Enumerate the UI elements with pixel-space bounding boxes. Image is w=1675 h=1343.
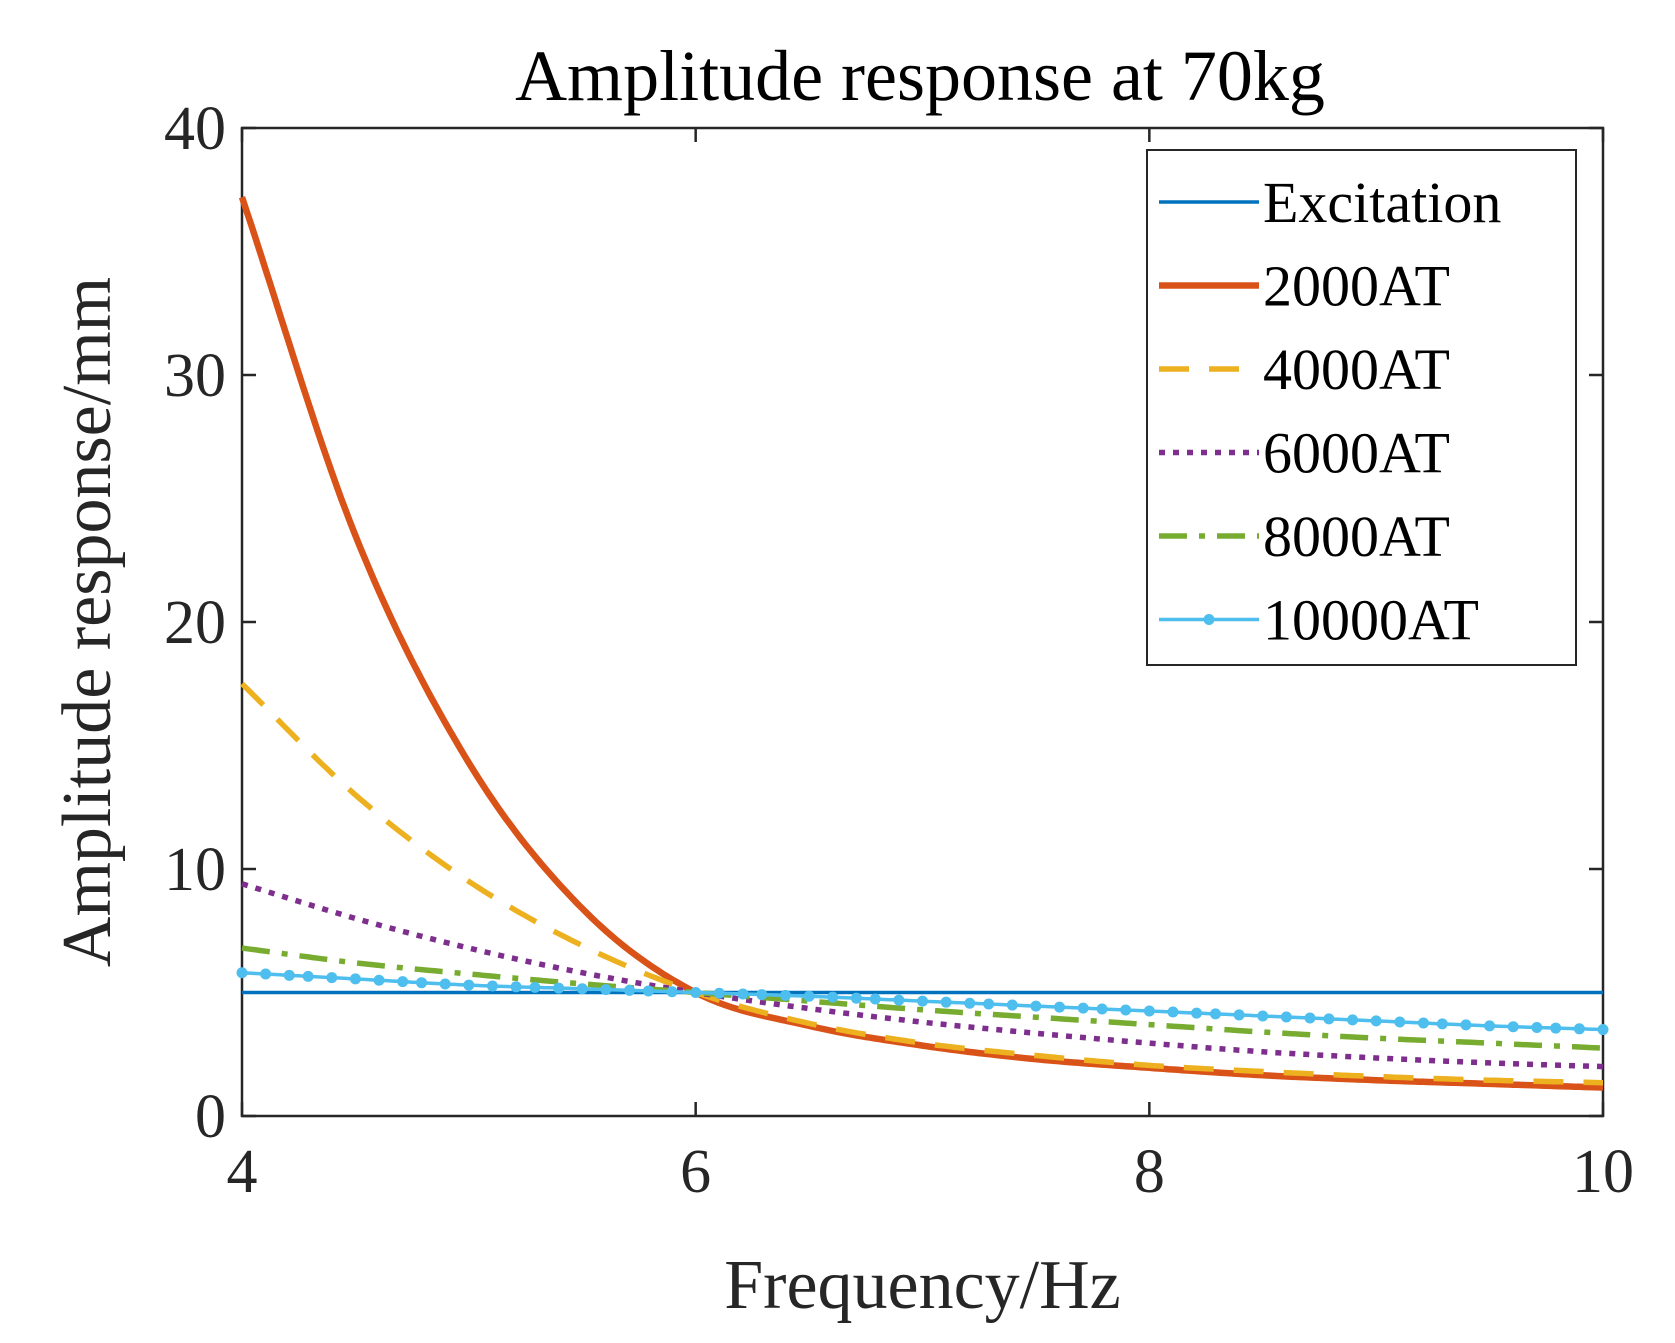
series-marker (737, 988, 749, 1000)
series-marker (964, 997, 976, 1009)
series-marker (1191, 1007, 1203, 1019)
legend-box (1146, 149, 1577, 666)
series-marker (1394, 1016, 1406, 1028)
series-marker (827, 991, 839, 1003)
x-tick-label: 4 (227, 1138, 258, 1206)
series-marker (1507, 1021, 1519, 1033)
series-marker (917, 995, 928, 1007)
series-marker (463, 979, 475, 991)
legend-label: 8000AT (1263, 504, 1450, 569)
x-axis: 4 6 8 10 (227, 128, 1634, 1206)
series-marker (1417, 1017, 1429, 1029)
series-marker (529, 981, 541, 993)
series-line-8000at (241, 945, 1604, 1051)
series-marker (576, 983, 588, 995)
series-marker (869, 993, 881, 1005)
legend-label: 10000AT (1263, 588, 1479, 653)
series-marker (690, 987, 702, 998)
series-marker (1347, 1014, 1359, 1026)
series-marker (1120, 1004, 1132, 1016)
legend-item: 6000AT (1159, 421, 1450, 486)
series-marker (397, 976, 409, 988)
series-marker (1573, 1023, 1585, 1035)
series-line-4000at (240, 681, 1604, 1086)
series-marker (1597, 1024, 1609, 1036)
series-marker (624, 984, 636, 996)
series-marker (1531, 1021, 1543, 1033)
legend: Excitation 2000AT 4000AT 6000AT 8000AT 10000A… (1146, 149, 1577, 666)
legend-label: 4000AT (1263, 337, 1450, 402)
series-marker (779, 989, 791, 1001)
series-marker (1030, 1000, 1042, 1012)
series-marker (1280, 1011, 1292, 1023)
series-marker (940, 996, 952, 1008)
series-marker (260, 968, 272, 980)
series-marker (1167, 1006, 1179, 1018)
series-marker (1304, 1012, 1316, 1024)
series-marker (553, 982, 565, 994)
series-marker (850, 992, 862, 1004)
y-axis-title: Amplitude response/mm (49, 277, 126, 967)
series-marker (439, 978, 451, 990)
series-marker (416, 977, 428, 989)
y-tick-label: 10 (164, 836, 226, 904)
series-marker (600, 984, 612, 996)
series-marker (373, 974, 385, 986)
series-marker (1323, 1013, 1335, 1025)
x-tick-label: 6 (680, 1138, 711, 1206)
legend-item: 4000AT (1159, 337, 1450, 402)
series-marker (1370, 1015, 1382, 1027)
chart-title: Amplitude response at 70kg (515, 36, 1325, 116)
legend-item: 10000AT (1159, 588, 1479, 653)
y-tick-label: 0 (195, 1083, 226, 1151)
legend-item: 2000AT (1159, 254, 1450, 319)
series-marker (1054, 1001, 1066, 1013)
series-line-2000at (238, 196, 1604, 1091)
series-marker (486, 980, 498, 992)
legend-label: 2000AT (1263, 254, 1450, 319)
y-tick-label: 40 (164, 95, 226, 163)
y-tick-label: 20 (164, 589, 226, 657)
y-tick-label: 30 (164, 342, 226, 410)
series-marker (1006, 999, 1018, 1011)
series-marker (983, 998, 995, 1010)
y-axis: 0 10 20 30 40 (164, 95, 1603, 1151)
legend-item: Excitation (1159, 170, 1501, 235)
series-marker (1096, 1003, 1108, 1015)
x-tick-label: 8 (1134, 1138, 1165, 1206)
series-marker (283, 969, 295, 981)
series-line-6000at (241, 881, 1604, 1070)
series-marker (1460, 1019, 1472, 1031)
series-marker (1436, 1018, 1448, 1030)
x-axis-title: Frequency/Hz (724, 1247, 1121, 1324)
series-marker (510, 981, 522, 993)
series-marker (349, 973, 361, 985)
legend-item: 8000AT (1159, 504, 1450, 569)
series-layer (236, 196, 1609, 1091)
series-marker (1209, 1008, 1221, 1020)
series-marker (1257, 1010, 1269, 1022)
x-tick-label: 10 (1572, 1138, 1634, 1206)
series-marker (1077, 1002, 1089, 1014)
series-marker (713, 987, 725, 999)
series-marker (1143, 1005, 1155, 1017)
series-marker (326, 972, 338, 984)
series-marker (642, 985, 654, 997)
series-marker (1484, 1020, 1496, 1032)
series-marker (666, 986, 678, 998)
legend-label: 6000AT (1263, 421, 1450, 486)
series-marker (302, 970, 314, 982)
series-marker (803, 990, 815, 1002)
series-marker (893, 994, 905, 1006)
legend-marker (1203, 614, 1215, 625)
legend-label: Excitation (1263, 170, 1501, 235)
series-marker (236, 967, 248, 979)
series-marker (756, 989, 768, 1001)
series-marker (1550, 1022, 1562, 1034)
series-marker (1233, 1009, 1245, 1021)
